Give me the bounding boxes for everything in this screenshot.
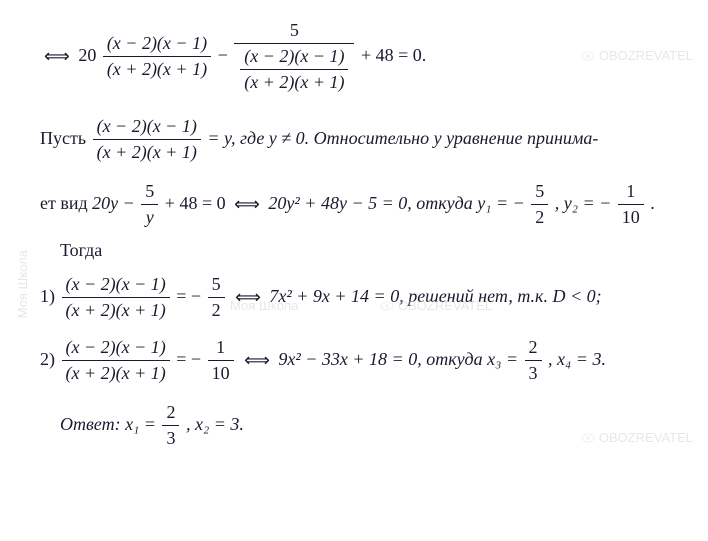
c2-tail: , x₄ = 3. [548, 349, 606, 369]
c1-poly: 7x² + 9x + 14 = 0, решений нет, т.к. D <… [269, 285, 601, 305]
tail1: + 48 = 0 [165, 193, 226, 213]
equation-1: ⟺ 20 (x − 2)(x − 1) (x + 2)(x + 1) − 5 (… [40, 18, 688, 96]
y1-frac: 5 2 [531, 179, 548, 230]
sep: , x₂ = 3. [186, 414, 244, 434]
answer-line: Ответ: x₁ = 2 3 , x₂ = 3. [60, 400, 688, 451]
c2-frac: (x − 2)(x − 1) (x + 2)(x + 1) [62, 335, 170, 386]
fraction-1: (x − 2)(x − 1) (x + 2)(x + 1) [103, 31, 211, 82]
then-label: Тогда [60, 238, 688, 263]
minus: − [218, 45, 228, 65]
case-1: 1) (x − 2)(x − 1) (x + 2)(x + 1) = − 5 2… [40, 272, 688, 323]
y2-frac: 1 10 [618, 179, 644, 230]
fraction-2-compound: 5 (x − 2)(x − 1) (x + 2)(x + 1) [234, 18, 354, 96]
iff-arrow: ⟺ [234, 192, 260, 217]
coeff: 20 [78, 45, 96, 65]
answer-label: Ответ: [60, 414, 121, 434]
substitution-line: Пусть (x − 2)(x − 1) (x + 2)(x + 1) = y,… [40, 114, 688, 165]
dot: . [650, 193, 655, 213]
c1-frac: (x − 2)(x − 1) (x + 2)(x + 1) [62, 272, 170, 323]
x1-frac: 2 3 [162, 400, 179, 451]
eq: = − [176, 349, 201, 369]
eq-y-text: = y, где y ≠ 0. Относительно y уравнение… [207, 127, 598, 147]
sub-fraction: (x − 2)(x − 1) (x + 2)(x + 1) [93, 114, 201, 165]
term1: 20y − [92, 193, 135, 213]
iff-arrow: ⟺ [44, 44, 70, 69]
poly: 20y² + 48y − 5 = 0, откуда y₁ = − [268, 193, 524, 213]
c2-poly: 9x² − 33x + 18 = 0, откуда x₃ = [278, 349, 518, 369]
eq: = − [176, 285, 201, 305]
comma: , y₂ = − [555, 193, 612, 213]
iff-arrow: ⟺ [244, 348, 270, 373]
let-label: Пусть [40, 127, 86, 147]
iff-arrow: ⟺ [235, 285, 261, 310]
case-num: 1) [40, 285, 55, 305]
x1: x₁ = [125, 414, 156, 434]
c2-rhs: 1 10 [208, 335, 234, 386]
c1-rhs: 5 2 [208, 272, 225, 323]
math-solution-document: ⟺ 20 (x − 2)(x − 1) (x + 2)(x + 1) − 5 (… [0, 0, 708, 470]
reduced-equation: ет вид 20y − 5 y + 48 = 0 ⟺ 20y² + 48y −… [40, 179, 688, 230]
case-num: 2) [40, 349, 55, 369]
tail: + 48 = 0. [361, 45, 426, 65]
case-2: 2) (x − 2)(x − 1) (x + 2)(x + 1) = − 1 1… [40, 335, 688, 386]
x3-frac: 2 3 [525, 335, 542, 386]
has-form: ет вид [40, 193, 88, 213]
nested-fraction: (x − 2)(x − 1) (x + 2)(x + 1) [240, 44, 348, 95]
frac-5-y: 5 y [141, 179, 158, 230]
